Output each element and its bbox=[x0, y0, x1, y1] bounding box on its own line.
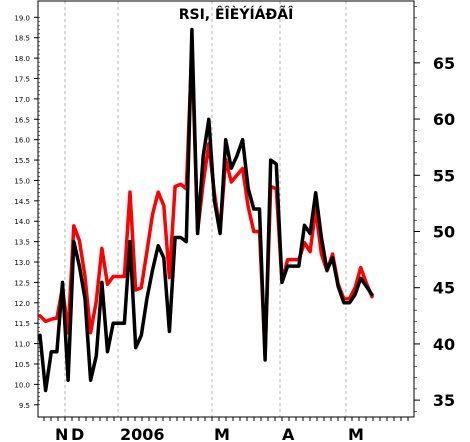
left-axis-tick-label: 17.0 bbox=[14, 96, 30, 104]
x-axis-label: D bbox=[71, 425, 84, 442]
left-axis-tick-label: 18.5 bbox=[14, 35, 30, 43]
left-axis-tick-label: 14.5 bbox=[14, 198, 30, 206]
left-axis-tick-label: 16.5 bbox=[14, 116, 30, 124]
price-series-line bbox=[38, 27, 374, 393]
chart-title: RSI, ÊÎÈÝÍÁÐÃÎ bbox=[179, 5, 294, 23]
left-axis-tick-label: 17.5 bbox=[14, 75, 30, 83]
left-axis-tick-label: 11.5 bbox=[14, 320, 30, 328]
left-axis-tick-label: 14.0 bbox=[14, 218, 30, 226]
right-axis-ticks: 35 40 45 50 55 60 65 bbox=[414, 6, 455, 412]
left-axis-tick-label: 9.5 bbox=[19, 402, 30, 410]
right-axis-tick-label: 65 bbox=[433, 54, 455, 73]
left-axis-tick-label: 10.0 bbox=[14, 381, 30, 389]
left-axis-ticks: 9.5 10.0 10.5 11.0 11.5 12.0 12.5 13.0 13.5 14.0 1… bbox=[14, 14, 40, 410]
x-axis-label: M bbox=[348, 425, 364, 442]
left-axis-tick-label: 15.0 bbox=[14, 177, 30, 185]
right-axis-tick-label: 35 bbox=[433, 391, 455, 410]
left-axis-tick-label: 13.5 bbox=[14, 239, 30, 247]
left-axis-tick-label: 18.0 bbox=[14, 55, 30, 63]
x-axis-label: M bbox=[214, 425, 230, 442]
x-axis-ticks: N D 2006 M A M bbox=[43, 417, 409, 442]
right-axis-tick-label: 40 bbox=[433, 335, 455, 354]
right-axis-tick-label: 50 bbox=[433, 222, 455, 241]
left-axis-tick-label: 13.0 bbox=[14, 259, 30, 267]
x-axis-label: 2006 bbox=[120, 425, 165, 442]
right-axis-tick-label: 60 bbox=[433, 110, 455, 129]
right-axis-tick-label: 55 bbox=[433, 166, 455, 185]
left-axis-tick-label: 19.0 bbox=[14, 14, 30, 22]
left-axis-tick-label: 12.0 bbox=[14, 300, 30, 308]
right-axis-tick-label: 45 bbox=[433, 279, 455, 298]
left-axis-tick-label: 10.5 bbox=[14, 361, 30, 369]
plot-frame bbox=[37, 0, 415, 418]
left-axis-tick-label: 11.0 bbox=[14, 341, 30, 349]
left-axis-tick-label: 12.5 bbox=[14, 279, 30, 287]
x-axis-label: A bbox=[282, 425, 295, 442]
series-layer bbox=[38, 27, 374, 393]
left-axis-tick-label: 16.0 bbox=[14, 137, 30, 145]
left-axis-tick-label: 15.5 bbox=[14, 157, 30, 165]
x-axis-label: N bbox=[55, 425, 68, 442]
chart-grid bbox=[64, 1, 347, 417]
rsi-series-line bbox=[38, 47, 374, 357]
